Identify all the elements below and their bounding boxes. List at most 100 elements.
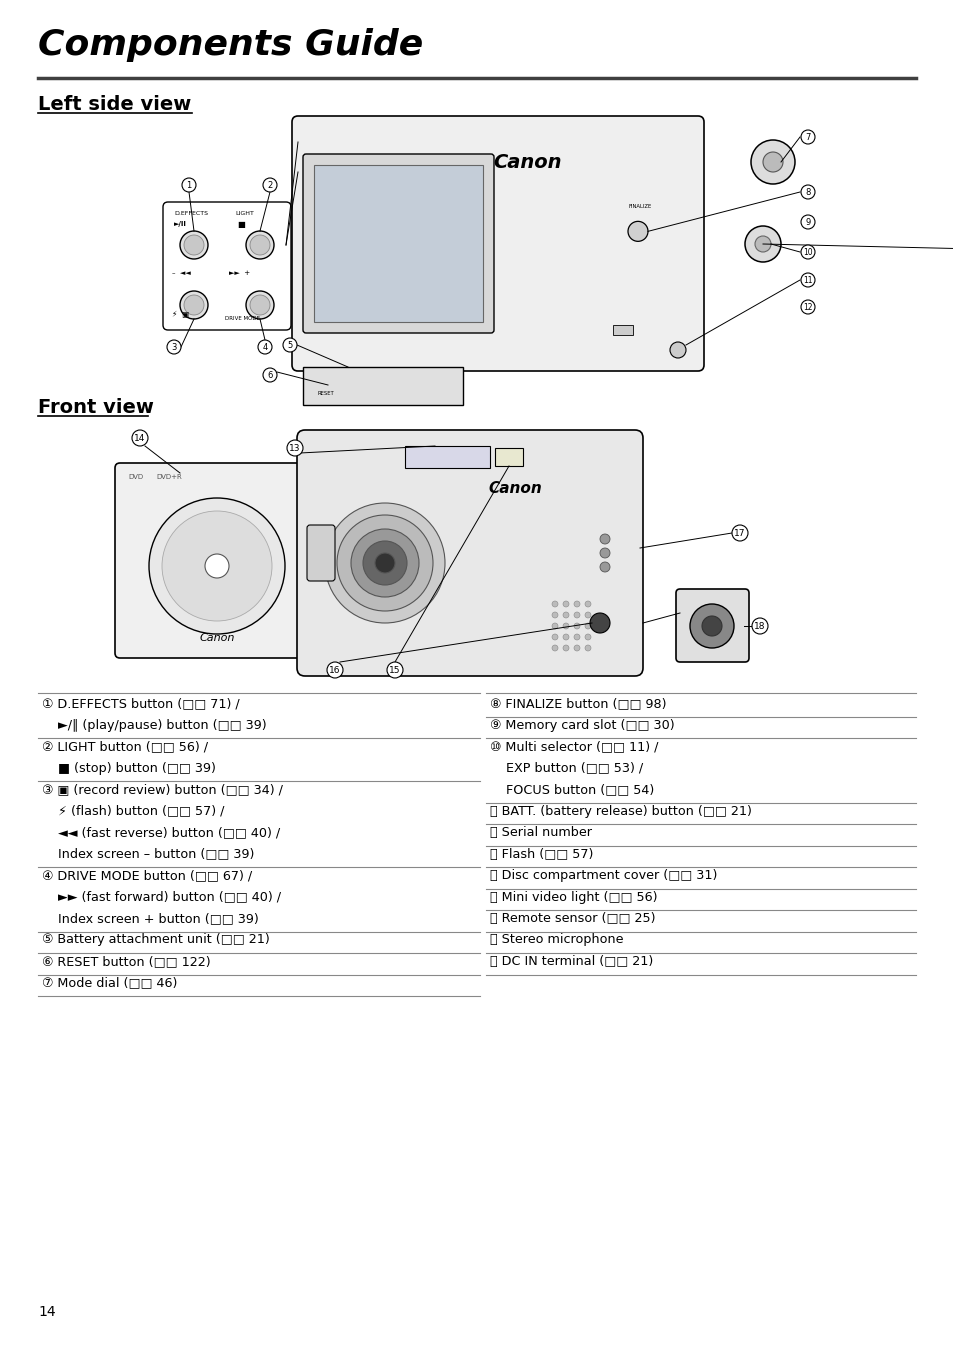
Text: FINALIZE: FINALIZE xyxy=(628,205,651,209)
Circle shape xyxy=(754,236,770,252)
Circle shape xyxy=(801,246,814,259)
Circle shape xyxy=(750,140,794,185)
Circle shape xyxy=(731,525,747,541)
Circle shape xyxy=(205,554,229,578)
Text: Index screen – button (□□ 39): Index screen – button (□□ 39) xyxy=(42,848,254,860)
Bar xyxy=(314,166,482,322)
Circle shape xyxy=(182,178,195,191)
Circle shape xyxy=(801,214,814,229)
Circle shape xyxy=(762,152,782,172)
Circle shape xyxy=(184,235,204,255)
Circle shape xyxy=(149,498,285,634)
Circle shape xyxy=(263,178,276,191)
Text: 14: 14 xyxy=(38,1305,55,1319)
Circle shape xyxy=(599,535,609,544)
Circle shape xyxy=(599,548,609,558)
Circle shape xyxy=(327,662,343,678)
Circle shape xyxy=(336,516,433,611)
Text: ① D.EFFECTS button (□□ 71) /: ① D.EFFECTS button (□□ 71) / xyxy=(42,697,239,710)
Text: 1: 1 xyxy=(186,180,192,190)
Circle shape xyxy=(574,623,579,630)
FancyBboxPatch shape xyxy=(303,153,494,332)
Circle shape xyxy=(184,294,204,315)
Text: ⑭ Disc compartment cover (□□ 31): ⑭ Disc compartment cover (□□ 31) xyxy=(490,868,717,882)
Circle shape xyxy=(387,662,402,678)
Circle shape xyxy=(167,341,181,354)
Text: DVD+R: DVD+R xyxy=(156,474,182,480)
Text: DVD: DVD xyxy=(128,474,143,480)
Text: RESET: RESET xyxy=(317,391,335,395)
Text: 6: 6 xyxy=(267,370,273,380)
Circle shape xyxy=(552,612,558,617)
Circle shape xyxy=(283,338,296,351)
Circle shape xyxy=(669,342,685,358)
Text: 16: 16 xyxy=(329,665,340,674)
Text: FOCUS button (□□ 54): FOCUS button (□□ 54) xyxy=(490,783,654,797)
Text: 2: 2 xyxy=(267,180,273,190)
Circle shape xyxy=(574,645,579,651)
Circle shape xyxy=(375,554,395,573)
Circle shape xyxy=(574,612,579,617)
Circle shape xyxy=(599,562,609,573)
Text: –  ◄◄: – ◄◄ xyxy=(172,270,191,275)
Circle shape xyxy=(180,290,208,319)
Text: 15: 15 xyxy=(389,665,400,674)
Circle shape xyxy=(689,604,733,649)
Text: ⑦ Mode dial (□□ 46): ⑦ Mode dial (□□ 46) xyxy=(42,977,177,989)
Circle shape xyxy=(552,634,558,641)
Circle shape xyxy=(257,341,272,354)
Circle shape xyxy=(584,601,590,607)
Text: 13: 13 xyxy=(289,444,300,452)
Text: ⑮ Mini video light (□□ 56): ⑮ Mini video light (□□ 56) xyxy=(490,890,657,904)
FancyBboxPatch shape xyxy=(163,202,291,330)
FancyBboxPatch shape xyxy=(292,115,703,370)
Circle shape xyxy=(801,185,814,199)
Circle shape xyxy=(351,529,418,597)
FancyBboxPatch shape xyxy=(296,430,642,676)
Text: ⑰ Stereo microphone: ⑰ Stereo microphone xyxy=(490,934,623,946)
Text: 12: 12 xyxy=(802,303,812,312)
Text: ■: ■ xyxy=(236,220,245,229)
Text: Index screen + button (□□ 39): Index screen + button (□□ 39) xyxy=(42,912,258,925)
Circle shape xyxy=(801,130,814,144)
FancyBboxPatch shape xyxy=(307,525,335,581)
Circle shape xyxy=(246,290,274,319)
Circle shape xyxy=(132,430,148,446)
Text: 9: 9 xyxy=(804,217,810,227)
FancyBboxPatch shape xyxy=(676,589,748,662)
Text: ③ ▣ (record review) button (□□ 34) /: ③ ▣ (record review) button (□□ 34) / xyxy=(42,783,283,797)
Bar xyxy=(405,446,490,468)
Text: ⑪ BATT. (battery release) button (□□ 21): ⑪ BATT. (battery release) button (□□ 21) xyxy=(490,805,751,817)
Text: 7: 7 xyxy=(804,133,810,141)
Circle shape xyxy=(589,613,609,632)
Text: 11: 11 xyxy=(802,275,812,285)
Text: 4: 4 xyxy=(262,342,268,351)
Text: 8: 8 xyxy=(804,187,810,197)
Circle shape xyxy=(801,300,814,313)
Circle shape xyxy=(562,612,568,617)
Text: ⑥ RESET button (□□ 122): ⑥ RESET button (□□ 122) xyxy=(42,955,211,968)
Text: ⑧ FINALIZE button (□□ 98): ⑧ FINALIZE button (□□ 98) xyxy=(490,697,666,710)
Text: ►► (fast forward) button (□□ 40) /: ►► (fast forward) button (□□ 40) / xyxy=(42,890,281,904)
Circle shape xyxy=(574,601,579,607)
Text: ◄◄ (fast reverse) button (□□ 40) /: ◄◄ (fast reverse) button (□□ 40) / xyxy=(42,826,280,839)
Bar xyxy=(303,366,462,404)
Circle shape xyxy=(584,612,590,617)
Circle shape xyxy=(584,623,590,630)
Text: ⑬ Flash (□□ 57): ⑬ Flash (□□ 57) xyxy=(490,848,593,860)
Bar xyxy=(613,324,633,335)
Circle shape xyxy=(246,231,274,259)
Text: ⑩ Multi selector (□□ 11) /: ⑩ Multi selector (□□ 11) / xyxy=(490,740,658,753)
Text: ④ DRIVE MODE button (□□ 67) /: ④ DRIVE MODE button (□□ 67) / xyxy=(42,868,252,882)
Text: ② LIGHT button (□□ 56) /: ② LIGHT button (□□ 56) / xyxy=(42,740,208,753)
Circle shape xyxy=(263,368,276,383)
Text: Front view: Front view xyxy=(38,398,153,417)
Circle shape xyxy=(584,634,590,641)
Circle shape xyxy=(584,645,590,651)
Circle shape xyxy=(627,221,647,242)
Text: 14: 14 xyxy=(134,433,146,442)
Circle shape xyxy=(180,231,208,259)
Circle shape xyxy=(250,294,270,315)
Circle shape xyxy=(552,623,558,630)
Circle shape xyxy=(744,227,781,262)
